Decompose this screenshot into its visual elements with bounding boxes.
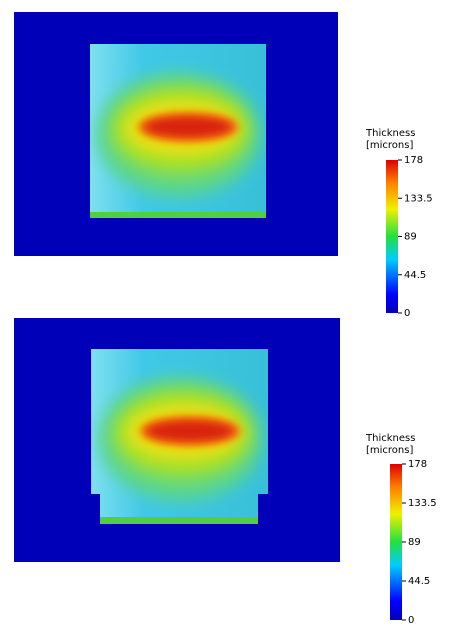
- tick-label: 0: [408, 615, 414, 624]
- sample: [91, 349, 268, 524]
- tick-label: 178: [404, 155, 423, 166]
- colorbar-title: [microns]: [366, 445, 413, 456]
- region: [90, 212, 266, 218]
- colorbar: [390, 464, 402, 620]
- tick-label: 89: [408, 537, 421, 548]
- tick-label: 133.5: [404, 193, 433, 204]
- region: [100, 517, 258, 524]
- tick-label: 178: [408, 459, 427, 470]
- tick-label: 44.5: [408, 576, 430, 587]
- tick-label: 133.5: [408, 498, 437, 509]
- colorbar: [386, 160, 398, 313]
- tick-label: 44.5: [404, 270, 426, 281]
- heatmap: Thickness[microns] 0 44.5 89 133.5 178: [14, 318, 437, 624]
- heatmap: Thickness[microns] 0 44.5 89 133.5 178: [14, 12, 433, 319]
- sample: [90, 44, 266, 218]
- region: [148, 422, 232, 440]
- tick-label: 0: [404, 308, 410, 319]
- region: [146, 118, 230, 136]
- tick-label: 89: [404, 232, 417, 243]
- colorbar-title: Thickness: [365, 128, 415, 139]
- colorbar-title: [microns]: [366, 140, 413, 151]
- colorbar-title: Thickness: [365, 433, 415, 444]
